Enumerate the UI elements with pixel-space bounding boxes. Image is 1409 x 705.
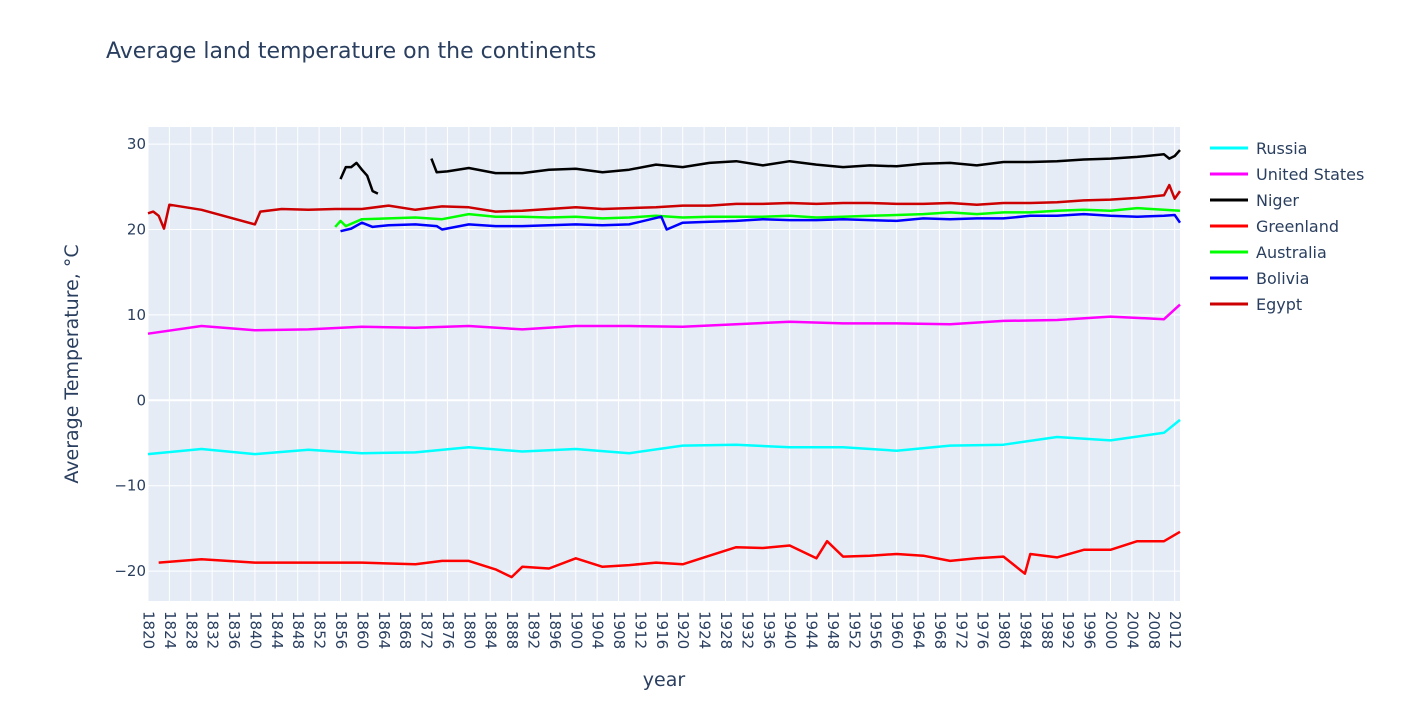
x-tick-label: 1924	[696, 611, 714, 649]
legend-item-egypt[interactable]: Egypt	[1210, 295, 1302, 314]
y-tick-label: 20	[127, 220, 146, 238]
x-tick-label: 1876	[439, 611, 457, 649]
x-tick-label: 1872	[418, 611, 436, 649]
x-tick-label: 1832	[204, 611, 222, 649]
y-tick-label: 10	[127, 306, 146, 324]
x-tick-label: 1988	[1038, 611, 1056, 649]
x-tick-label: 1844	[268, 611, 286, 649]
legend-item-niger[interactable]: Niger	[1210, 191, 1299, 210]
legend-label: Australia	[1256, 243, 1327, 262]
x-tick-label: 1888	[503, 611, 521, 649]
series-line-russia	[147, 418, 1181, 456]
x-tick-label: 1996	[1081, 611, 1099, 649]
x-tick-label: 1860	[353, 611, 371, 649]
x-tick-label: 1904	[589, 611, 607, 649]
chart-title: Average land temperature on the continen…	[106, 39, 596, 64]
y-tick-label: 0	[136, 391, 146, 409]
x-tick-label: 1936	[760, 611, 778, 649]
x-tick-label: 1868	[396, 611, 414, 649]
x-tick-label: 1824	[161, 611, 179, 649]
series-line-bolivia	[340, 212, 1182, 233]
x-tick-label: 1940	[781, 611, 799, 649]
x-tick-label: 1952	[845, 611, 863, 649]
series-line-niger	[430, 149, 1181, 175]
y-tick-label: 30	[127, 135, 146, 153]
x-tick-label: 1864	[375, 611, 393, 649]
x-tick-label: 1984	[1016, 611, 1034, 649]
x-tick-label: 1820	[140, 611, 158, 649]
x-tick-label: 1920	[674, 611, 692, 649]
x-axis-title: year	[643, 669, 686, 691]
x-tick-label: 1932	[738, 611, 756, 649]
x-tick-label: 1976	[974, 611, 992, 649]
x-tick-label: 1836	[225, 611, 243, 649]
legend-label: United States	[1256, 165, 1364, 184]
gridlines	[147, 127, 1180, 601]
y-tick-label: −10	[114, 477, 146, 495]
x-tick-label: 1884	[482, 611, 500, 649]
x-tick-label: 2000	[1102, 611, 1120, 649]
x-tick-label: 1980	[995, 611, 1013, 649]
legend-item-bolivia[interactable]: Bolivia	[1210, 269, 1309, 288]
x-tick-label: 1912	[631, 611, 649, 649]
x-tick-label: 1880	[460, 611, 478, 649]
x-tick-label: 1852	[311, 611, 329, 649]
x-tick-label: 1908	[610, 611, 628, 649]
x-tick-label: 1972	[952, 611, 970, 649]
x-tick-label: 2004	[1123, 611, 1141, 649]
legend-item-russia[interactable]: Russia	[1210, 139, 1307, 158]
series-line-greenland	[158, 530, 1181, 579]
series-line-niger	[339, 161, 379, 195]
x-tick-label: 2008	[1145, 611, 1163, 649]
series-line-egypt	[147, 183, 1182, 230]
series-line-australia	[334, 206, 1181, 228]
y-tick-label: −20	[114, 562, 146, 580]
x-tick-label: 1900	[567, 611, 585, 649]
x-tick-label: 1956	[867, 611, 885, 649]
x-axis-ticks: 1820 1824 1828 1832 1836 1840 1844 1848 1852 1856…	[140, 611, 1185, 649]
legend-label: Russia	[1256, 139, 1307, 158]
x-tick-label: 2012	[1166, 611, 1184, 649]
legend-item-united-states[interactable]: United States	[1210, 165, 1364, 184]
y-axis-ticks: −20 −10 0 10 20 30	[114, 135, 146, 580]
legend-item-australia[interactable]: Australia	[1210, 243, 1327, 262]
x-tick-label: 1840	[246, 611, 264, 649]
legend[interactable]: Russia United States Niger Greenland Austral…	[1210, 139, 1364, 314]
x-tick-label: 1892	[524, 611, 542, 649]
legend-label: Egypt	[1256, 295, 1302, 314]
legend-label: Greenland	[1256, 217, 1339, 236]
x-tick-label: 1856	[332, 611, 350, 649]
x-tick-label: 1828	[182, 611, 200, 649]
series-line-united-states	[147, 303, 1181, 335]
x-tick-label: 1916	[653, 611, 671, 649]
legend-item-greenland[interactable]: Greenland	[1210, 217, 1339, 236]
x-tick-label: 1948	[824, 611, 842, 649]
x-tick-label: 1928	[717, 611, 735, 649]
x-tick-label: 1848	[289, 611, 307, 649]
x-tick-label: 1992	[1059, 611, 1077, 649]
x-tick-label: 1896	[546, 611, 564, 649]
x-tick-label: 1964	[909, 611, 927, 649]
x-tick-label: 1944	[803, 611, 821, 649]
x-tick-label: 1960	[888, 611, 906, 649]
legend-label: Bolivia	[1256, 269, 1309, 288]
legend-label: Niger	[1256, 191, 1299, 210]
series-layer	[147, 149, 1182, 579]
x-tick-label: 1968	[931, 611, 949, 649]
y-axis-title: Average Temperature, °C	[61, 244, 83, 483]
